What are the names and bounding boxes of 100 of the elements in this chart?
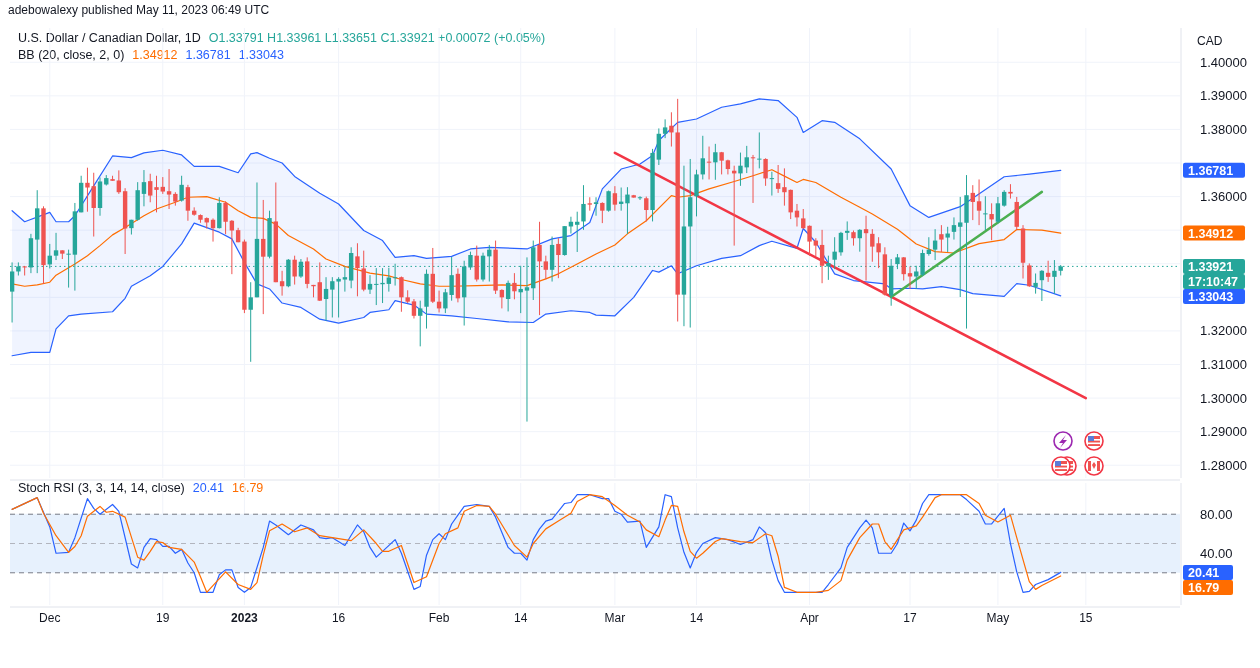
x-tick-label: Mar <box>604 611 626 625</box>
ref-line-label: 1.33921 <box>1188 259 1234 274</box>
candlestick <box>418 300 423 347</box>
candlestick <box>66 249 71 289</box>
x-tick-label: 15 <box>1079 611 1093 625</box>
candlestick <box>775 164 781 194</box>
candlestick <box>801 208 806 230</box>
annotation: 1.36781 <box>185 48 231 62</box>
candlestick <box>1008 183 1013 200</box>
legend-title: BB (20, close, 2, 0) <box>18 48 125 62</box>
candlestick <box>669 111 674 148</box>
candlestick <box>1027 262 1032 288</box>
candlestick <box>317 261 322 302</box>
annotation: 16.79 <box>232 481 264 495</box>
candlestick <box>292 255 297 286</box>
candlestick <box>945 226 950 253</box>
candlestick <box>983 195 988 231</box>
text: 17:10:47 <box>1188 274 1239 289</box>
candlestick <box>625 186 630 235</box>
x-tick-label: Feb <box>428 611 450 625</box>
y-tick-label: 1.29000 <box>1200 424 1247 440</box>
line-series <box>11 494 1062 593</box>
candlestick <box>361 250 366 292</box>
candlestick <box>951 216 957 241</box>
chart-subtitle: O1.33791 H1.33961 L1.33651 C1.33921 +0.00072 (+0.05%) <box>208 31 546 45</box>
candlestick <box>474 245 479 283</box>
candlestick <box>399 276 404 313</box>
x-tick-label: 14 <box>689 611 704 625</box>
candlestick <box>644 196 649 222</box>
candlestick <box>738 152 743 187</box>
x-tick-label: 2023 <box>231 611 259 625</box>
candlestick <box>323 276 329 322</box>
candlestick <box>154 175 159 213</box>
candlestick <box>116 169 122 195</box>
candlestick <box>248 281 253 363</box>
candlestick <box>374 267 379 306</box>
y-tick-label: 1.40000 <box>1200 54 1247 70</box>
annotation: 1.34912 <box>132 48 178 62</box>
candlestick <box>505 280 511 312</box>
y-tick-label: 1.38000 <box>1200 121 1247 137</box>
y-tick-label: 40.00 <box>1200 545 1233 561</box>
candlestick <box>261 199 266 315</box>
candlestick <box>85 167 90 213</box>
candlestick <box>958 196 963 298</box>
candlestick <box>932 228 938 261</box>
text: 20.41 <box>1188 565 1220 580</box>
candlestick <box>832 236 837 270</box>
candlestick <box>976 178 982 226</box>
y-tick-label: 80.00 <box>1200 506 1233 522</box>
x-tick-label: 16 <box>331 611 346 625</box>
candlestick <box>581 184 586 231</box>
text: 1.36781 <box>1188 163 1234 178</box>
candlestick <box>22 265 27 276</box>
text: 1.34912 <box>1188 226 1234 241</box>
x-tick-label: Apr <box>800 611 819 625</box>
candlestick <box>807 224 812 257</box>
candlestick <box>600 201 605 224</box>
candlestick <box>141 169 147 207</box>
candlestick <box>543 255 549 280</box>
candlestick <box>593 196 599 217</box>
candlestick <box>901 256 906 282</box>
candlestick <box>355 242 360 297</box>
text: adebowalexy published May 11, 2023 06:49 UTC <box>8 3 270 17</box>
candlestick <box>229 219 235 275</box>
candlestick <box>819 229 825 284</box>
x-tick-label: 14 <box>514 611 528 625</box>
annotation: 1.33043 <box>238 48 284 62</box>
y-tick-label: 1.36000 <box>1200 189 1247 205</box>
text: 16.79 <box>1188 580 1220 595</box>
candlestick <box>907 265 913 290</box>
annotation: 20.41 <box>192 481 225 495</box>
x-tick-label: 19 <box>156 611 170 625</box>
y-tick-label: 1.28000 <box>1200 457 1247 473</box>
chart-title: U.S. Dollar / Canadian Dollar, 1D <box>18 31 201 45</box>
candlestick <box>279 270 285 297</box>
candlestick <box>575 211 580 253</box>
candlestick <box>989 202 994 241</box>
candlestick <box>53 232 59 261</box>
candlestick <box>694 169 699 217</box>
candlestick <box>223 200 228 235</box>
candlestick <box>744 145 749 174</box>
candlestick <box>1033 272 1038 295</box>
candlestick <box>166 168 172 210</box>
line-series <box>11 98 1062 259</box>
text: 1.33043 <box>1188 289 1234 304</box>
y-axis-title: CAD <box>1197 34 1223 48</box>
candlestick <box>750 154 756 204</box>
candlestick <box>556 237 561 279</box>
candlestick <box>700 135 705 180</box>
candlestick <box>757 131 762 169</box>
candlestick <box>970 184 975 221</box>
candlestick <box>148 173 153 203</box>
candlestick <box>179 175 184 203</box>
candlestick <box>637 195 643 201</box>
y-tick-label: 1.39000 <box>1200 88 1247 104</box>
candlestick <box>537 221 542 316</box>
candlestick <box>662 118 668 139</box>
candlestick <box>612 185 618 212</box>
y-tick-label: 1.30000 <box>1200 390 1247 406</box>
x-tick-label: Dec <box>39 611 61 625</box>
